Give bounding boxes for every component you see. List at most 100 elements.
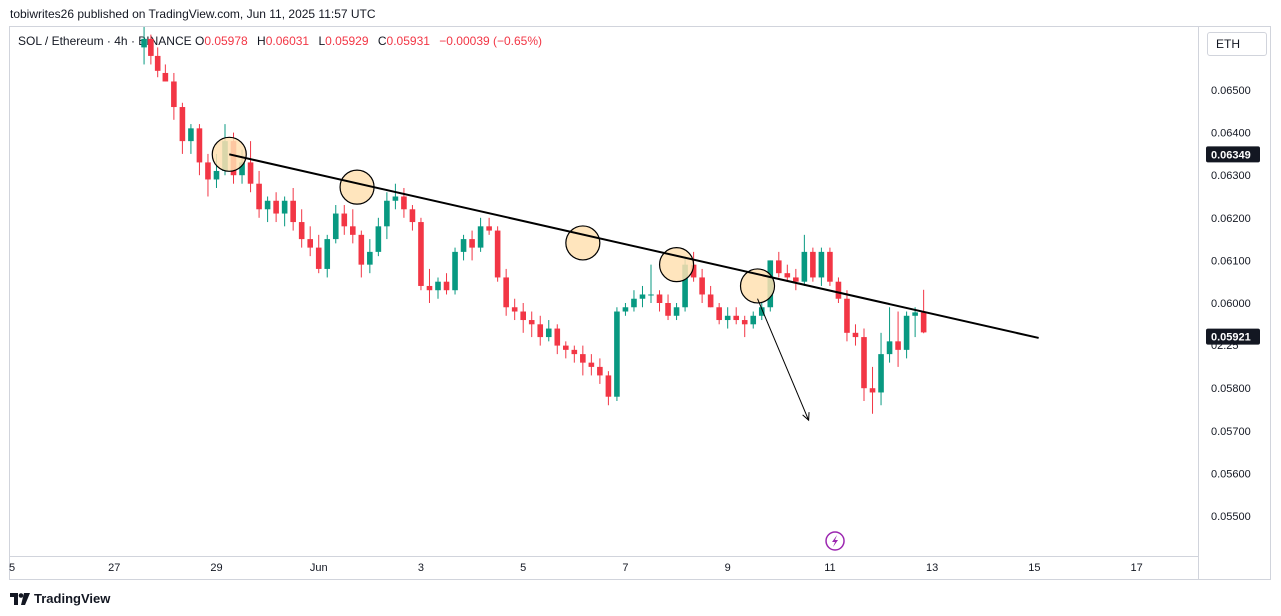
candle-body (537, 324, 543, 337)
candle (503, 269, 509, 316)
candle (674, 303, 680, 320)
candle (708, 286, 714, 307)
candle-body (793, 277, 799, 281)
candle (572, 346, 578, 363)
candle-body (350, 226, 356, 235)
candle (197, 124, 203, 175)
candle-body (180, 107, 186, 141)
footer-brand: TradingView (34, 591, 110, 606)
candle (384, 192, 390, 239)
candle-body (750, 316, 756, 325)
candle-body (520, 312, 526, 321)
candle (376, 218, 382, 256)
x-tick-label: 3 (418, 562, 424, 574)
candle-body (435, 282, 441, 291)
candle (401, 188, 407, 218)
candle-body (171, 81, 177, 107)
candle-body (657, 294, 663, 303)
candle (827, 248, 833, 286)
x-tick-label: 5 (9, 562, 15, 574)
candle (589, 354, 595, 375)
candle (844, 290, 850, 341)
candle-body (188, 128, 194, 141)
candle (554, 324, 560, 354)
candle (148, 35, 154, 65)
candle-body (614, 312, 620, 397)
x-tick-label: 5 (520, 562, 526, 574)
candle (273, 192, 279, 222)
candle (265, 197, 271, 223)
candlestick-chart[interactable]: 0.065000.064000.063000.062000.061000.060… (0, 0, 1281, 616)
candle (836, 277, 842, 303)
candle (495, 226, 501, 281)
candle-body (341, 214, 347, 227)
candle-body (307, 239, 313, 248)
candle (699, 269, 705, 303)
candle (657, 290, 663, 311)
candle (290, 188, 296, 231)
footer[interactable]: TradingView (10, 591, 110, 606)
candle (802, 235, 808, 286)
projection-arrow-line (758, 299, 809, 420)
candle (307, 226, 313, 256)
tradingview-logo-icon (10, 593, 30, 605)
candle-body (478, 226, 484, 247)
candle (282, 197, 288, 227)
candle (759, 303, 765, 320)
touch-circle (340, 170, 374, 204)
candle (529, 312, 535, 338)
candle (469, 231, 475, 261)
y-tick-label: 0.06300 (1211, 170, 1251, 182)
candle (904, 312, 910, 359)
candle-body (461, 239, 467, 252)
candle-body (316, 248, 322, 269)
y-tick-label: 0.06400 (1211, 128, 1251, 140)
candle (648, 265, 654, 303)
candle (359, 231, 365, 278)
candle (393, 184, 399, 210)
x-tick-label: Jun (310, 562, 328, 574)
candle-body (716, 307, 722, 320)
candle (623, 303, 629, 316)
candle-body (921, 312, 927, 332)
candle (180, 103, 186, 154)
candle (887, 307, 893, 362)
candle-body (384, 201, 390, 227)
candle-body (148, 39, 154, 56)
x-tick-label: 13 (926, 562, 938, 574)
candle-body (324, 239, 330, 269)
candle-body (376, 226, 382, 252)
candle-body (469, 239, 475, 248)
y-tick-label: 0.05700 (1211, 426, 1251, 438)
candle-body (776, 260, 782, 273)
candle-body (563, 346, 569, 350)
candle-body (401, 197, 407, 210)
candle-body (256, 184, 262, 210)
candle-body (512, 307, 518, 311)
candle-body (606, 375, 612, 396)
x-tick-label: 11 (824, 562, 835, 574)
candle-body (674, 307, 680, 316)
candle (324, 235, 330, 278)
candle-body (580, 354, 586, 363)
y-tick-label: 0.05500 (1211, 511, 1251, 523)
candle (367, 239, 373, 273)
candle (725, 307, 731, 328)
y-tick-label: 0.06000 (1211, 298, 1251, 310)
bar-countdown: 02:25 (1211, 340, 1239, 352)
candle-body (554, 329, 560, 346)
candle-body (878, 354, 884, 392)
x-tick-label: 9 (725, 562, 731, 574)
candle (631, 290, 637, 311)
candle (614, 307, 620, 401)
candle (819, 248, 825, 286)
x-tick-label: 29 (210, 562, 222, 574)
candle (350, 209, 356, 243)
candle (895, 312, 901, 367)
candle-body (827, 252, 833, 282)
candle-body (665, 303, 671, 316)
candle-body (163, 73, 169, 82)
candle-body (708, 294, 714, 307)
x-tick-label: 7 (622, 562, 628, 574)
candle-body (495, 231, 501, 278)
